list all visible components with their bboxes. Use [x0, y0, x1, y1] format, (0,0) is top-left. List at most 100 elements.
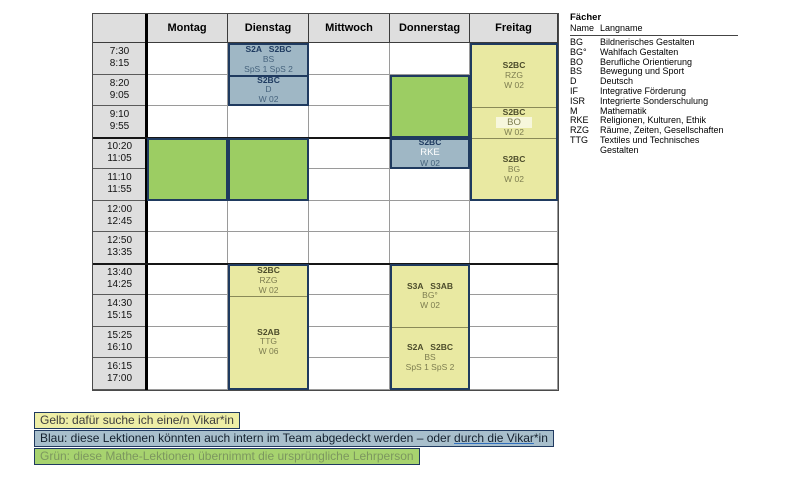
- day-label: Donnerstag: [398, 22, 461, 34]
- empty-cell: [309, 295, 390, 327]
- day-label: Dienstag: [244, 22, 292, 34]
- time-start: 8:20: [109, 77, 130, 89]
- time-end: 15:15: [106, 310, 133, 322]
- lesson-block-thu-math-green: [390, 74, 470, 138]
- lesson-room: SpS 1 SpS 2: [405, 361, 455, 372]
- timetable: Montag Dienstag Mittwoch Donnerstag Frei…: [92, 13, 559, 391]
- time-cell: 14:30 15:15: [93, 295, 147, 327]
- legend-long: Religionen, Kulturen, Ethik: [600, 115, 707, 126]
- day-label: Montag: [167, 22, 207, 34]
- lesson-thu-1340: S3A S3AB BG° W 02: [392, 266, 468, 328]
- time-start: 16:15: [106, 361, 133, 373]
- legend-item: BS Bewegung und Sport: [570, 67, 738, 77]
- empty-cell: [309, 358, 390, 390]
- legend-item: BG° Wahlfach Gestalten: [570, 47, 738, 58]
- lesson-thu-1020: S2BC RKE W 02: [392, 138, 468, 167]
- lesson-room: W 02: [420, 300, 440, 311]
- lesson-room: W 02: [504, 173, 524, 184]
- lesson-block-tue-afternoon: S2BC RZG W 02 S2AB TTG W 06: [228, 263, 309, 390]
- time-start: 15:25: [106, 329, 133, 341]
- time-start: 14:30: [106, 298, 133, 310]
- time-start: 10:20: [106, 140, 133, 152]
- legend-long: Integrierte Sonderschulung: [600, 95, 709, 106]
- time-end: 14:25: [106, 278, 133, 290]
- empty-cell: [390, 232, 470, 264]
- empty-cell: [390, 43, 470, 75]
- empty-cell: [147, 232, 228, 264]
- legend-item: M Mathematik: [570, 105, 738, 117]
- legend-abbr: BG: [570, 37, 584, 47]
- legend-long: Deutsch: [600, 76, 634, 87]
- empty-cell: [470, 232, 558, 264]
- empty-cell: [309, 74, 390, 106]
- time-cell: 10:20 11:05: [93, 137, 147, 169]
- lesson-room: SpS 1 SpS 2: [244, 63, 293, 74]
- lesson-subject: BS: [424, 351, 436, 362]
- time-end: 17:00: [106, 373, 133, 385]
- time-cell: 8:20 9:05: [93, 74, 147, 106]
- lesson-subject: BS: [262, 53, 275, 64]
- lesson-fri-0730: S2BC RZG W 02: [472, 45, 556, 107]
- legend-item: TTG Textiles und Technisches Gestalten: [570, 135, 738, 156]
- empty-cell: [147, 74, 228, 106]
- empty-cell: [147, 263, 228, 295]
- legend-long: Räume, Zeiten, Gesellschaften: [600, 125, 724, 136]
- day-header-donnerstag: Donnerstag: [390, 14, 470, 43]
- empty-cell: [470, 200, 558, 232]
- thick-horizontal-divider-afternoon: [93, 262, 558, 265]
- lesson-room: W 06: [258, 346, 279, 357]
- legend-long: Mathematik: [600, 105, 647, 116]
- lesson-classes: S3A S3AB: [407, 280, 453, 291]
- lesson-classes: S2AB: [257, 326, 280, 337]
- lesson-subject: D: [265, 84, 272, 95]
- empty-cell: [147, 358, 228, 390]
- empty-cell: [228, 232, 309, 264]
- empty-cell: [309, 232, 390, 264]
- empty-cell: [470, 326, 558, 358]
- time-start: 7:30: [109, 46, 130, 58]
- legend-header: Name Langname: [570, 23, 738, 36]
- note-yellow-text: Gelb: dafür suche ich eine/n Vikar*in: [40, 413, 234, 427]
- lesson-tue-1430: S2AB TTG W 06: [230, 296, 307, 388]
- note-blue-text: Blau: diese Lektionen könnten auch inter…: [40, 431, 455, 445]
- time-start: 11:10: [107, 172, 132, 184]
- legend-title: Fächer: [570, 12, 602, 23]
- time-cell: 11:10 11:55: [93, 169, 147, 201]
- legend-col-name: Name: [570, 23, 595, 33]
- lesson-classes: S2A S2BC: [245, 44, 292, 55]
- lesson-block-tue-math-green: [228, 137, 309, 201]
- legend-abbr: BO: [570, 56, 584, 67]
- time-cell: 13:40 14:25: [93, 263, 147, 295]
- time-end: 16:10: [106, 341, 133, 353]
- lesson-room: W 02: [504, 79, 524, 90]
- vikar-link[interactable]: durch die Vikar: [454, 431, 534, 445]
- legend-item: IF Integrative Förderung: [570, 85, 738, 97]
- legend-item: BG Bildnerisches Gestalten: [570, 37, 738, 48]
- empty-cell: [147, 200, 228, 232]
- lesson-thu-1525: S2A S2BC BS SpS 1 SpS 2: [392, 327, 468, 388]
- lesson-subject: BG°: [422, 290, 438, 301]
- time-cell: 12:50 13:35: [93, 232, 147, 264]
- empty-cell: [147, 106, 228, 138]
- lesson-fri-0910: S2BC BO W 02: [472, 106, 556, 139]
- time-end: 13:35: [106, 247, 133, 259]
- empty-cell: [470, 358, 558, 390]
- legend-long: Integrative Förderung: [600, 85, 687, 96]
- lesson-room: W 02: [258, 94, 279, 105]
- empty-cell: [309, 200, 390, 232]
- lesson-classes: S2BC: [502, 106, 526, 117]
- row-1525: 15:25 16:10: [93, 326, 558, 358]
- empty-cell: [309, 169, 390, 201]
- legend-abbr: M: [570, 105, 578, 116]
- day-header-freitag: Freitag: [470, 14, 558, 43]
- lesson-subject: RKE: [420, 147, 440, 158]
- subject-legend: Fächer Name Langname BG Bildnerisches Ges…: [570, 12, 738, 156]
- empty-cell: [228, 200, 309, 232]
- legend-item: RZG Räume, Zeiten, Gesellschaften: [570, 125, 738, 136]
- row-1615: 16:15 17:00: [93, 358, 558, 390]
- lesson-classes: S2BC: [502, 60, 526, 71]
- lesson-block-thu-rke: S2BC RKE W 02: [390, 137, 470, 169]
- time-end: 11:05: [107, 152, 132, 164]
- row-1430: 14:30 15:15: [93, 295, 558, 327]
- time-cell: 16:15 17:00: [93, 358, 147, 390]
